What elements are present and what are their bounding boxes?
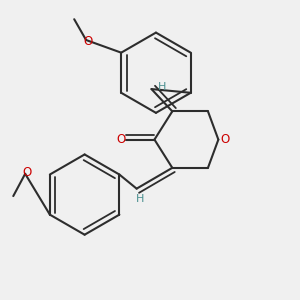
- Text: H: H: [158, 82, 166, 92]
- Text: H: H: [135, 194, 144, 204]
- Text: O: O: [83, 35, 92, 48]
- Text: O: O: [22, 166, 32, 179]
- Text: O: O: [116, 133, 125, 146]
- Text: O: O: [220, 133, 230, 146]
